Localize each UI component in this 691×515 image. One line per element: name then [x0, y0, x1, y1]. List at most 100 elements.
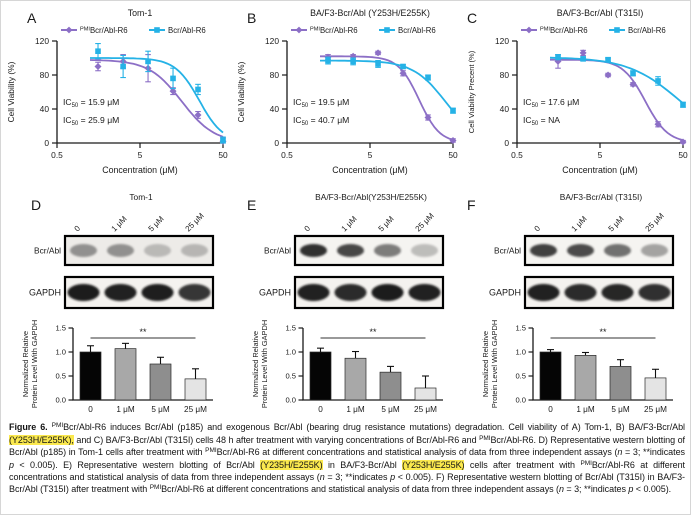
data-point [425, 74, 431, 81]
y-tick-label: 1.0 [55, 348, 66, 357]
blot-bar-chart-E: E BA/F3-Bcr/Abl(Y253H/E255K) 0 1 μM 5 μM 25 μ… [247, 192, 445, 414]
panel-b-cell-viability-chart: B BA/F3-Bcr/Abl (Y253H/E255K) PMIBcr/Abl-R… [231, 3, 461, 187]
caption-text-segment: Bcr/Abl-R6 at different concentrations a… [161, 483, 560, 494]
protein-band [641, 244, 668, 257]
bar [79, 351, 102, 401]
y-tick-label: 0.5 [55, 372, 66, 381]
data-point [375, 61, 381, 67]
legend-label: Bcr/Abl-R6 [168, 26, 206, 35]
significance-stars: ** [139, 327, 147, 337]
protein-band [297, 284, 330, 301]
caption-text-segment: p [390, 472, 396, 483]
legend-diamond-marker-icon [65, 26, 73, 34]
protein-band [371, 284, 404, 301]
dose-chart-B: B BA/F3-Bcr/Abl (Y253H/E255K) PMIBcr/Abl-R… [236, 8, 458, 175]
data-series [554, 49, 687, 146]
x-tick-label: 5 [138, 150, 143, 160]
blot-row-label: GAPDH [259, 288, 291, 298]
y-tick-label: 1.5 [285, 324, 296, 333]
y-tick-label: 1.0 [285, 348, 296, 357]
y-tick-label: 40 [270, 104, 280, 114]
data-point [654, 120, 662, 128]
legend-label: Bcr/Abl-R6 [398, 26, 436, 35]
x-tick-label: 0.5 [281, 150, 293, 160]
chart-legend: PMIBcr/Abl-R6 Bcr/Abl-R6 [61, 26, 206, 35]
panel-a-cell-viability-chart: A Tom-1 PMIBcr/Abl-R6 Bcr/Abl-R6 0 40 80 120 0.5… [1, 3, 231, 187]
caption-text-segment: < 0.005). [633, 483, 672, 494]
y-tick-label: 80 [500, 70, 510, 80]
panel-letter: A [27, 10, 37, 26]
lane-label: 0 [73, 224, 83, 234]
x-category-label: 5 μM [611, 405, 630, 414]
blot-row-label: GAPDH [29, 288, 61, 298]
lane-label: 0 [303, 224, 313, 234]
y-tick-label: 0 [274, 138, 279, 148]
chart-title: BA/F3-Bcr/Abl (T315I) [560, 192, 643, 202]
data-point [630, 70, 636, 77]
y-tick-label: 40 [500, 104, 510, 114]
protein-band [104, 284, 137, 301]
caption-text-segment: < 0.005). E) Representative western blot… [13, 459, 261, 470]
x-category-label: 25 μM [644, 405, 667, 414]
y-tick-label: 1.5 [55, 324, 66, 333]
panel-c-cell-viability-chart: C BA/F3-Bcr/Abl (T315I) PMIBcr/Abl-R6 Bcr/A… [461, 3, 690, 187]
y-tick-label: 1.0 [515, 348, 526, 357]
x-axis-label: Concentration (μM) [332, 165, 408, 175]
data-point [629, 80, 637, 88]
x-tick-label: 0.5 [511, 150, 523, 160]
protein-band [638, 284, 671, 301]
data-series [325, 56, 456, 114]
significance-stars: ** [599, 327, 607, 337]
lane-label: 5 μM [607, 214, 626, 233]
x-category-label: 25 μM [184, 405, 207, 414]
bar [114, 348, 137, 401]
panel-letter: D [31, 197, 41, 213]
caption-figure-label: Figure 6. [9, 422, 48, 432]
y-tick-label: 0.5 [515, 372, 526, 381]
protein-band [604, 244, 631, 257]
protein-band [141, 284, 174, 301]
caption-text-segment: n [319, 472, 325, 483]
caption-text-segment: n [559, 483, 564, 494]
data-point [555, 54, 561, 60]
y-tick-label: 120 [265, 36, 279, 46]
fit-curve [320, 59, 454, 112]
fit-curve [549, 56, 684, 104]
caption-text-segment: Bcr/Abl-R6 at different concentrations a… [9, 459, 685, 483]
y-tick-label: 0.0 [515, 396, 526, 405]
y-tick-label: 0 [504, 138, 509, 148]
data-point [400, 63, 406, 70]
caption-text-segment: PMI [51, 422, 64, 429]
lane-label: 5 μM [147, 214, 166, 233]
protein-band [564, 284, 597, 301]
x-category-label: 5 μM [151, 405, 170, 414]
figure-caption: Figure 6. PMIBcr/Abl-R6 induces Bcr/Abl … [9, 422, 685, 497]
x-tick-label: 50 [218, 150, 228, 160]
ic50-annotation: IC50 = 40.7 μM [293, 115, 349, 127]
protein-band [107, 244, 134, 257]
bar [149, 363, 172, 401]
protein-band [300, 244, 327, 257]
bar [644, 377, 667, 401]
caption-text-segment: p [628, 483, 634, 494]
x-category-label: 25 μM [414, 405, 437, 414]
data-point [399, 69, 407, 77]
y-axis-label: Cell Viability (%) [6, 61, 16, 122]
panel-letter: F [467, 197, 476, 213]
protein-band [70, 244, 97, 257]
lane-label: 0 [533, 224, 543, 234]
bar [609, 366, 632, 401]
y-axis-label: Normalized RelativeProtein Level With GA… [251, 320, 269, 408]
protein-band [144, 244, 171, 257]
caption-text-segment: PMI [205, 447, 217, 455]
caption-text-segment: in BA/F3-Bcr/Abl [322, 459, 403, 470]
bar [574, 355, 597, 401]
caption-text-segment: PMI [580, 459, 592, 467]
protein-band [178, 284, 211, 301]
x-tick-label: 0.5 [51, 150, 63, 160]
lane-label: 1 μM [340, 214, 359, 233]
caption-text-segment: = 3; **indicates [324, 472, 391, 483]
dose-chart-C: C BA/F3-Bcr/Abl (T315I) PMIBcr/Abl-R6 Bcr/A… [467, 8, 688, 175]
data-point [220, 137, 226, 144]
